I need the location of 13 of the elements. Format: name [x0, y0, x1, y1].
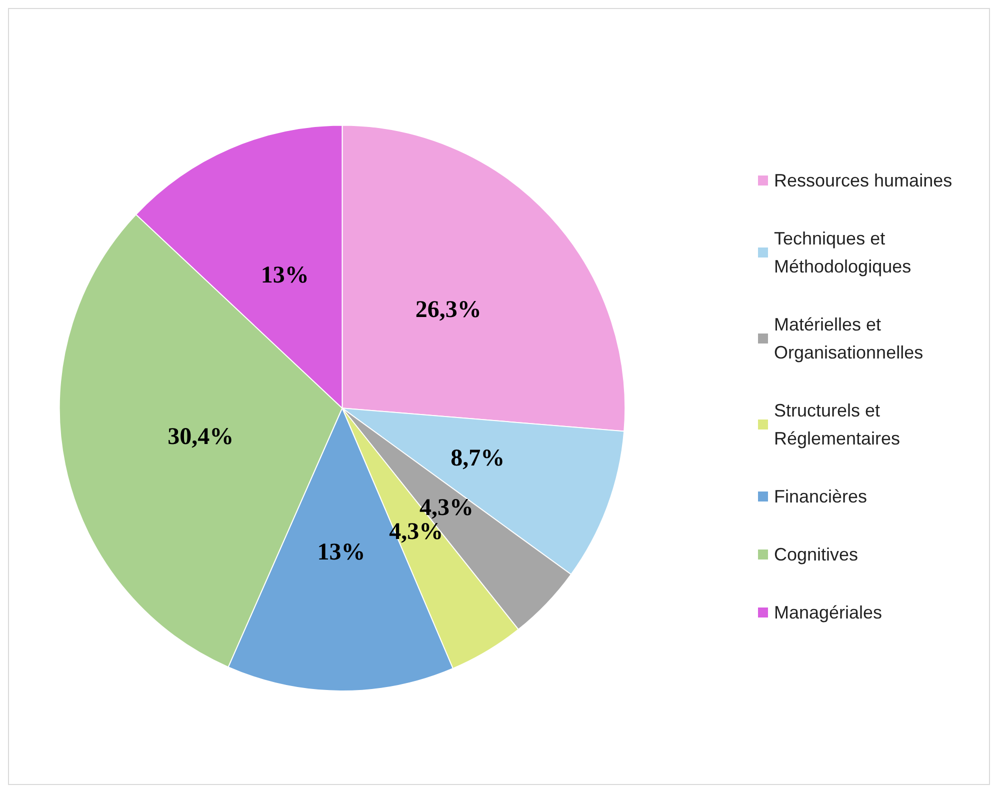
data-label: 30,4%	[168, 424, 234, 450]
data-label: 26,3%	[415, 297, 482, 324]
legend-label: Structurels et Réglementaires	[774, 400, 900, 448]
legend-label: Financières	[774, 486, 868, 506]
legend-label: Managériales	[774, 602, 882, 622]
legend-label: Techniques et Méthodologiques	[774, 228, 912, 276]
data-label: 4,3%	[420, 494, 474, 521]
data-label: 13%	[260, 262, 309, 289]
legend-label: Ressources humaines	[774, 170, 952, 190]
data-label: 13%	[317, 540, 366, 566]
legend-label: Cognitives	[774, 544, 858, 564]
data-label: 8,7%	[450, 445, 505, 472]
legend-label: Matérielles et Organisationnelles	[774, 314, 924, 362]
